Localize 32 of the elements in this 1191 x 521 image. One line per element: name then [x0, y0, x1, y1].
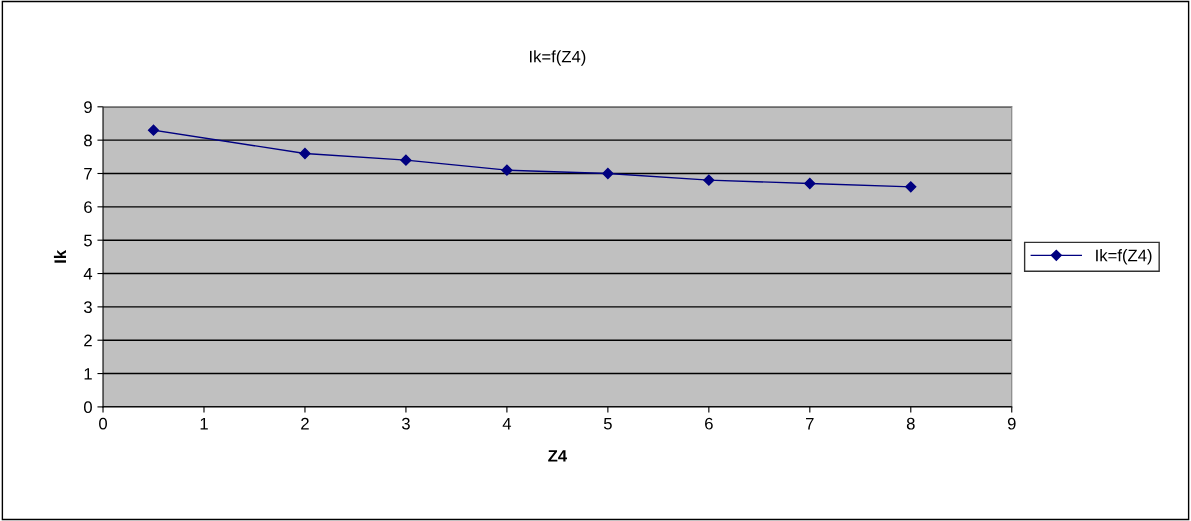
y-tick-label: 0	[83, 401, 92, 414]
x-axis-title: Z4	[548, 450, 568, 462]
x-tick-label: 1	[200, 417, 208, 430]
y-tick-label: 9	[84, 101, 92, 114]
y-tick-label: 8	[84, 134, 92, 147]
x-tick-label: 5	[603, 417, 612, 430]
y-tick-label: 3	[83, 301, 92, 314]
x-tick-label: 0	[99, 417, 107, 430]
point	[905, 181, 917, 193]
point	[147, 124, 160, 136]
y-tick-label: 6	[84, 201, 92, 214]
y-tick-label: 5	[84, 234, 92, 247]
x-tick-label: 9	[1007, 417, 1016, 430]
x-tick-label: 4	[502, 417, 512, 430]
x-tick-label: 7	[806, 417, 814, 430]
y-axis-title: Ik	[53, 249, 66, 263]
point	[400, 154, 412, 166]
point	[703, 174, 715, 186]
point	[299, 147, 311, 160]
x-tick-label: 2	[301, 417, 309, 430]
y-tick-label: 7	[84, 168, 92, 180]
y-tick-label: 2	[84, 334, 92, 347]
legend-label: Ik=f(Z4)	[1096, 249, 1152, 265]
x-tick-label: 8	[906, 417, 915, 430]
chart-title: Ik=f(Z4)	[529, 50, 586, 66]
x-tick-label: 6	[705, 417, 713, 430]
point	[804, 177, 816, 190]
y-tick-label: 1	[84, 368, 92, 380]
point	[501, 164, 513, 176]
y-tick-label: 4	[83, 268, 93, 280]
x-tick-label: 3	[401, 417, 410, 430]
point	[602, 167, 614, 180]
